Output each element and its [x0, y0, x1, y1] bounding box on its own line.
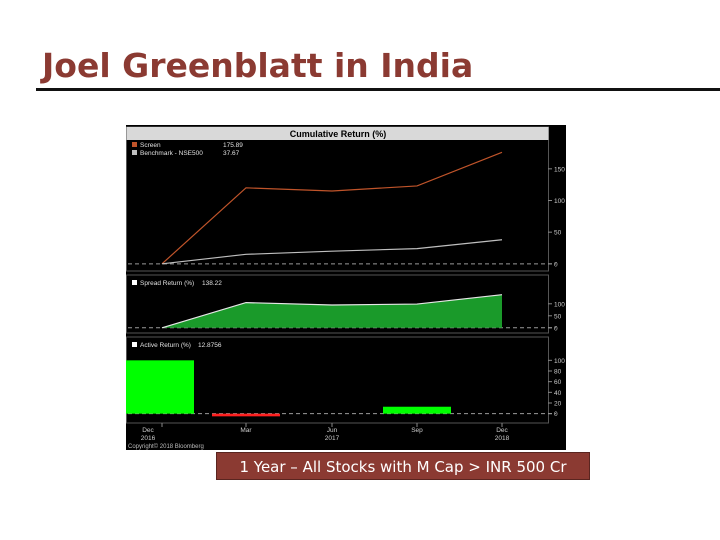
legend-label: Benchmark - NSE500 — [140, 150, 203, 157]
y-tick-label: 20 — [554, 401, 562, 408]
y-tick-label: 150 — [554, 166, 565, 173]
slide-title: Joel Greenblatt in India — [42, 46, 474, 85]
bar — [383, 406, 451, 414]
caption-box: 1 Year – All Stocks with M Cap > INR 500… — [216, 452, 590, 480]
bar — [212, 413, 280, 417]
title-underline — [36, 88, 720, 91]
chart-background — [126, 125, 566, 450]
bar — [126, 360, 194, 414]
x-tick-label: Sep — [411, 427, 423, 434]
y-tick-label: 100 — [554, 301, 565, 308]
legend-swatch — [132, 280, 137, 285]
series-line — [161, 151, 503, 265]
x-tick-label: Dec — [142, 427, 154, 434]
series-line — [161, 294, 503, 329]
legend-value: 37.67 — [223, 150, 240, 157]
legend-label: Active Return (%) — [140, 342, 191, 349]
panel-title-bar — [126, 127, 549, 140]
y-tick-label: 100 — [554, 358, 565, 365]
x-tick-label: Jun — [327, 427, 338, 434]
x-tick-label: Dec — [496, 427, 508, 434]
y-tick-label: 80 — [554, 369, 562, 376]
legend-swatch — [132, 142, 137, 147]
y-tick-label: 0 — [554, 261, 558, 268]
x-tick-year: 2016 — [141, 435, 156, 442]
legend-swatch — [132, 150, 137, 155]
series-line — [161, 239, 503, 265]
y-tick-label: 0 — [554, 411, 558, 418]
legend-swatch — [132, 342, 137, 347]
legend-label: Screen — [140, 142, 161, 149]
y-tick-label: 60 — [554, 379, 562, 386]
chart-title: Cumulative Return (%) — [290, 129, 387, 139]
y-tick-label: 50 — [554, 313, 562, 320]
copyright-text: Copyright© 2018 Bloomberg — [128, 443, 204, 450]
legend-value: 12.8756 — [198, 342, 222, 349]
y-tick-label: 100 — [554, 198, 565, 205]
legend-label: Spread Return (%) — [140, 280, 194, 287]
legend-value: 138.22 — [202, 280, 222, 287]
y-tick-label: 0 — [554, 325, 558, 332]
bloomberg-chart: Cumulative Return (%) 0 50 100 150 Screen 175.… — [126, 125, 566, 450]
x-tick-label: Mar — [240, 427, 252, 434]
y-tick-label: 50 — [554, 230, 562, 237]
x-tick-year: 2017 — [325, 435, 340, 442]
legend-value: 175.89 — [223, 142, 243, 149]
y-tick-label: 40 — [554, 390, 562, 397]
chart-svg: Cumulative Return (%) 0 50 100 150 Screen 175.… — [126, 125, 566, 450]
x-tick-year: 2018 — [495, 435, 510, 442]
